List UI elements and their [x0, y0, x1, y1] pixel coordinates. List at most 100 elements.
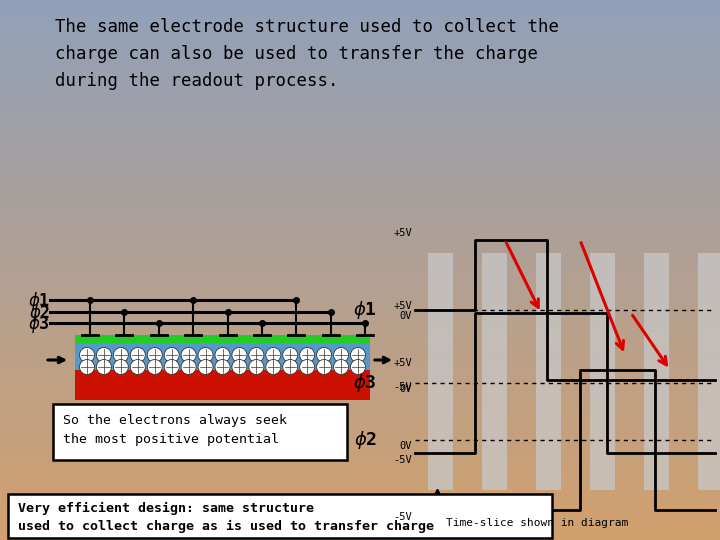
Bar	[0, 385, 720, 386]
Bar	[0, 392, 720, 393]
Bar	[0, 52, 720, 53]
Bar	[0, 506, 720, 507]
Bar	[0, 2, 720, 3]
Bar	[0, 19, 720, 20]
Bar	[0, 97, 720, 98]
Bar	[0, 239, 720, 240]
Bar	[0, 377, 720, 378]
Bar	[0, 510, 720, 511]
Bar	[0, 330, 720, 331]
Bar	[0, 386, 720, 387]
Bar	[0, 10, 720, 11]
Bar	[0, 343, 720, 344]
Bar	[0, 437, 720, 438]
Bar	[0, 482, 720, 483]
Bar	[0, 423, 720, 424]
Bar	[0, 46, 720, 47]
Bar	[0, 115, 720, 116]
Bar	[0, 435, 720, 436]
Bar	[0, 315, 720, 316]
Bar	[0, 373, 720, 374]
Bar	[0, 45, 720, 46]
Bar	[0, 266, 720, 267]
Circle shape	[164, 348, 179, 362]
Bar	[0, 383, 720, 384]
Bar	[0, 246, 720, 247]
Circle shape	[198, 360, 213, 375]
Bar	[0, 446, 720, 447]
Bar	[0, 192, 720, 193]
Bar	[0, 465, 720, 466]
Bar	[0, 421, 720, 422]
Circle shape	[96, 348, 112, 362]
Bar	[0, 449, 720, 450]
Bar	[0, 370, 720, 371]
Circle shape	[148, 348, 162, 362]
Bar	[0, 525, 720, 526]
Bar	[0, 120, 720, 121]
Bar	[0, 231, 720, 232]
Bar	[0, 470, 720, 471]
Bar	[0, 495, 720, 496]
Bar	[0, 318, 720, 319]
Bar	[0, 452, 720, 453]
Text: $\phi$2: $\phi$2	[29, 302, 50, 324]
Bar	[0, 498, 720, 499]
Bar	[0, 396, 720, 397]
Bar	[0, 511, 720, 512]
Bar	[0, 270, 720, 271]
Bar	[0, 265, 720, 266]
Bar	[0, 324, 720, 325]
Bar	[0, 99, 720, 100]
Bar	[0, 50, 720, 51]
Bar	[0, 524, 720, 525]
Bar	[0, 255, 720, 256]
Bar	[0, 201, 720, 202]
Bar	[0, 5, 720, 6]
Bar	[0, 14, 720, 15]
Bar	[0, 535, 720, 536]
Bar	[0, 292, 720, 293]
Bar	[0, 491, 720, 492]
Bar	[0, 118, 720, 119]
Text: $\phi$1: $\phi$1	[28, 290, 50, 312]
Bar	[0, 516, 720, 517]
Bar	[0, 438, 720, 439]
Bar	[0, 121, 720, 122]
Bar	[0, 139, 720, 140]
Bar	[0, 187, 720, 188]
Bar	[75, 370, 370, 400]
Circle shape	[181, 348, 196, 362]
Bar	[0, 64, 720, 65]
Bar	[0, 160, 720, 161]
Bar	[0, 489, 720, 490]
Bar	[0, 382, 720, 383]
Bar	[0, 137, 720, 138]
Bar	[0, 451, 720, 452]
Bar	[0, 341, 720, 342]
Bar	[0, 193, 720, 194]
Bar	[0, 218, 720, 219]
Bar	[0, 459, 720, 460]
Bar	[0, 295, 720, 296]
Bar	[0, 73, 720, 74]
Bar	[0, 395, 720, 396]
Bar	[0, 321, 720, 322]
Bar	[0, 307, 720, 308]
Bar	[0, 477, 720, 478]
Bar	[0, 415, 720, 416]
Bar	[0, 214, 720, 215]
Bar	[0, 297, 720, 298]
Bar	[0, 518, 720, 519]
Bar	[0, 403, 720, 404]
Bar	[0, 407, 720, 408]
Bar	[0, 304, 720, 305]
Bar	[0, 122, 720, 123]
Bar	[0, 384, 720, 385]
Bar	[0, 194, 720, 195]
Bar	[0, 300, 720, 301]
Bar	[0, 250, 720, 251]
Bar	[0, 181, 720, 182]
Bar	[0, 284, 720, 285]
Circle shape	[113, 348, 128, 362]
